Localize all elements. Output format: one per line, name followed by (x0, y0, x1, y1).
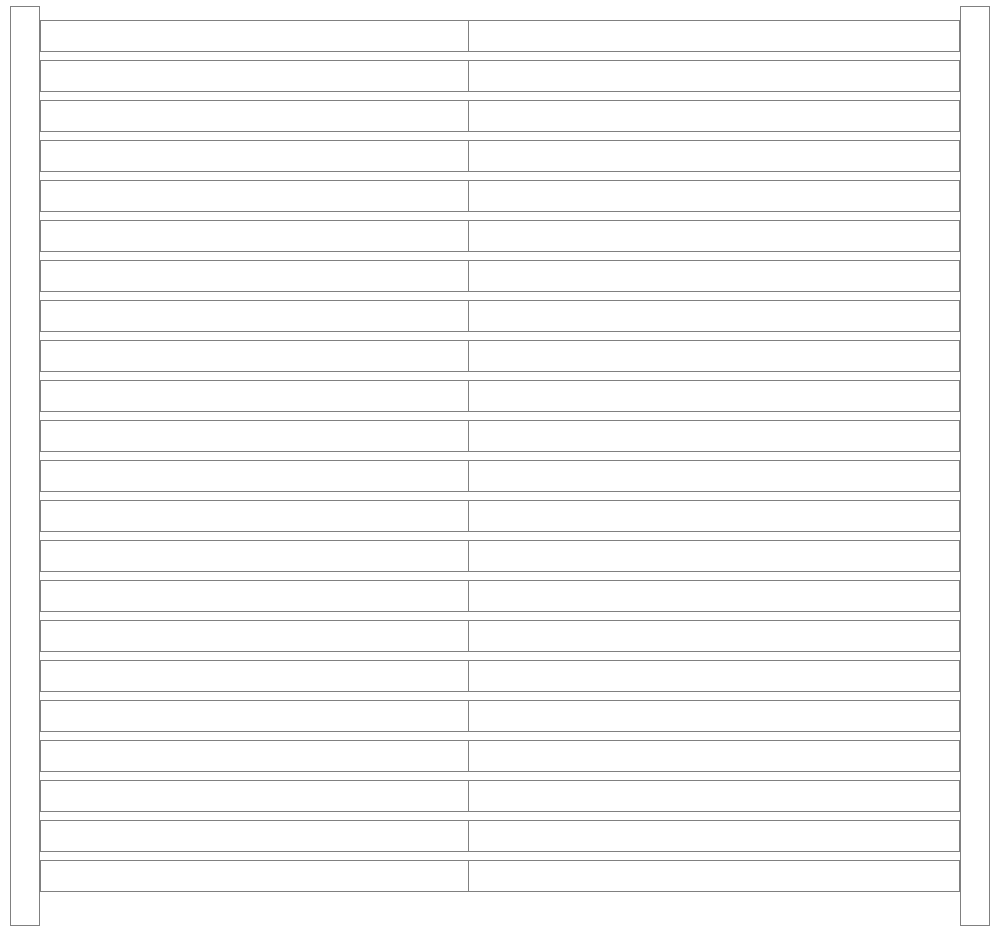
slat-center-divider (468, 780, 469, 812)
slat (40, 820, 960, 852)
slat-center-divider (468, 740, 469, 772)
slat (40, 380, 960, 412)
slat-center-divider (468, 420, 469, 452)
slat (40, 500, 960, 532)
slat (40, 140, 960, 172)
slat-center-divider (468, 580, 469, 612)
slat (40, 340, 960, 372)
slat-center-divider (468, 860, 469, 892)
slat (40, 60, 960, 92)
slat-center-divider (468, 620, 469, 652)
slat (40, 100, 960, 132)
slat-center-divider (468, 460, 469, 492)
fence-diagram (0, 0, 1000, 930)
slat-center-divider (468, 660, 469, 692)
slat (40, 620, 960, 652)
slat (40, 860, 960, 892)
slat-center-divider (468, 100, 469, 132)
slat (40, 660, 960, 692)
slat (40, 260, 960, 292)
slat (40, 780, 960, 812)
slat (40, 740, 960, 772)
slat (40, 460, 960, 492)
slat-center-divider (468, 20, 469, 52)
slat (40, 540, 960, 572)
slat (40, 700, 960, 732)
slat-center-divider (468, 60, 469, 92)
right-post (960, 6, 990, 926)
slat (40, 180, 960, 212)
slat (40, 20, 960, 52)
slat (40, 220, 960, 252)
left-post (10, 6, 40, 926)
slat-center-divider (468, 340, 469, 372)
slat (40, 300, 960, 332)
slat (40, 420, 960, 452)
slat-center-divider (468, 300, 469, 332)
slat-center-divider (468, 140, 469, 172)
slat-center-divider (468, 260, 469, 292)
slat (40, 580, 960, 612)
slat-center-divider (468, 500, 469, 532)
slat-center-divider (468, 380, 469, 412)
slat-center-divider (468, 220, 469, 252)
slat-center-divider (468, 700, 469, 732)
slat-center-divider (468, 820, 469, 852)
slat-center-divider (468, 180, 469, 212)
slat-center-divider (468, 540, 469, 572)
